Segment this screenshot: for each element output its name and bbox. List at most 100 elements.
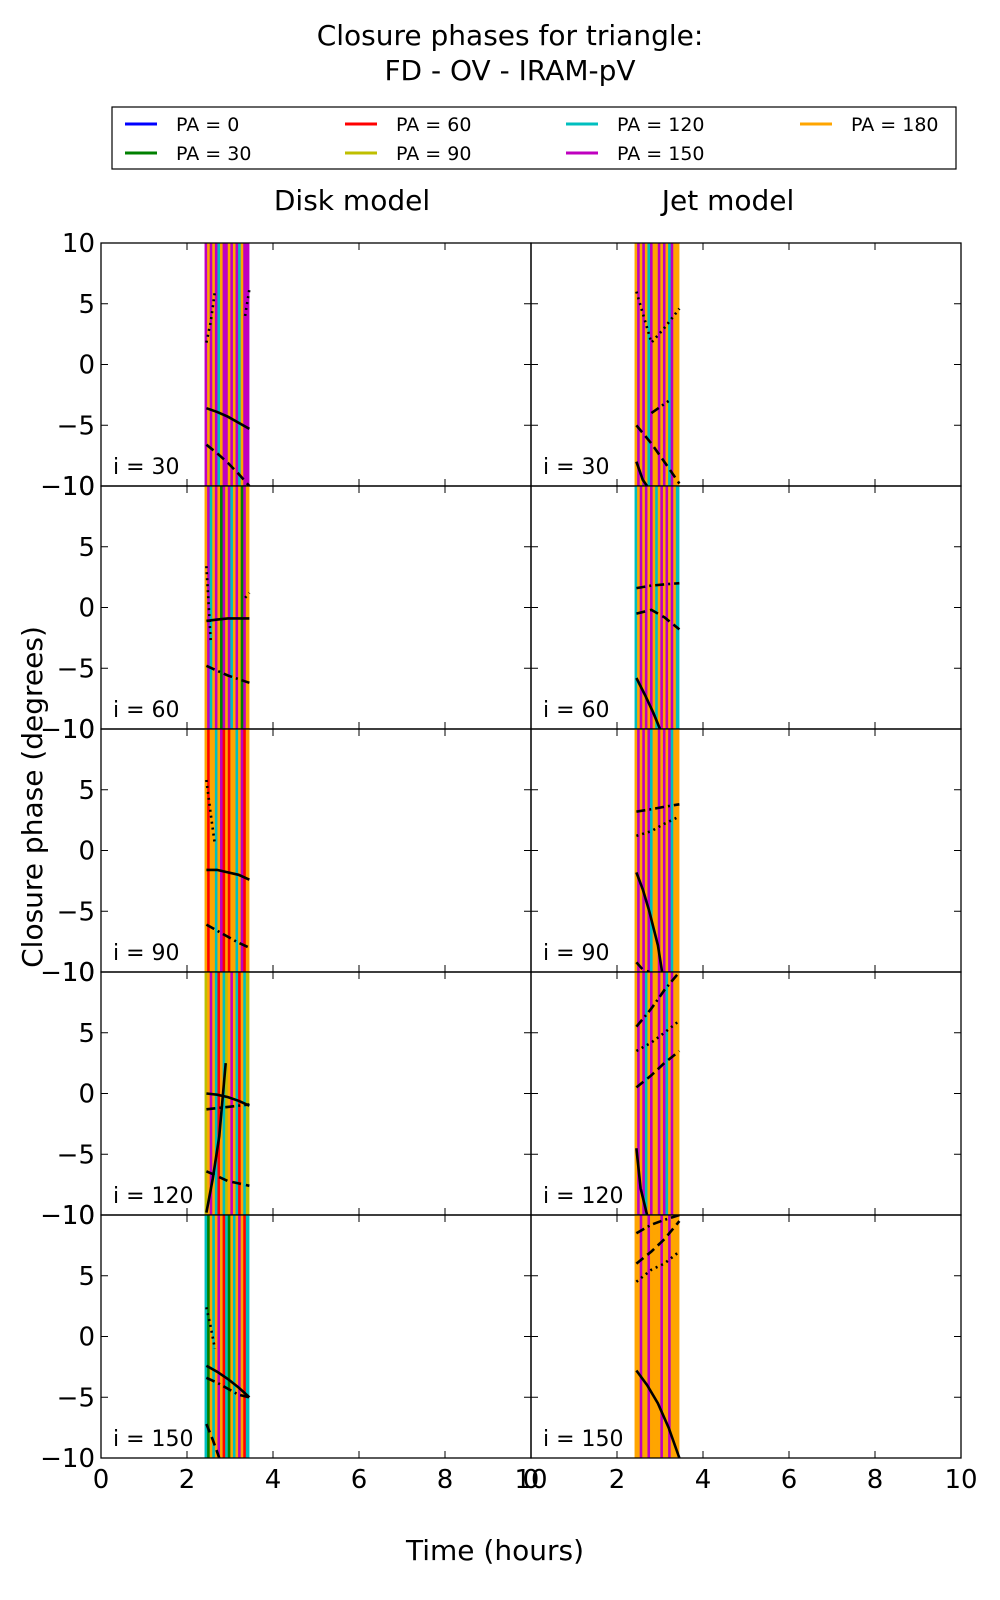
plot-area xyxy=(634,243,681,486)
plot-area xyxy=(204,729,250,972)
closure-phase-curve xyxy=(636,581,680,590)
y-tick-label: 0 xyxy=(78,837,95,867)
x-tick-label: 0 xyxy=(523,1465,540,1495)
y-tick-label: −10 xyxy=(40,958,95,988)
closure-phase-curve xyxy=(635,1220,681,1265)
panel-frame xyxy=(530,1214,962,1459)
y-tick-label: −5 xyxy=(57,411,95,441)
inclination-label: i = 90 xyxy=(113,941,180,966)
x-tick-label: 6 xyxy=(351,1465,368,1495)
legend-label: PA = 150 xyxy=(617,143,705,165)
plot-area xyxy=(634,972,681,1215)
panel-frame xyxy=(530,242,962,487)
closure-phase-curve xyxy=(635,1019,681,1053)
inclination-label: i = 30 xyxy=(113,455,180,480)
closure-phase-curve xyxy=(205,779,217,845)
legend-label: PA = 0 xyxy=(176,114,239,136)
closure-phase-curve xyxy=(635,1369,681,1458)
y-tick-label: 5 xyxy=(78,1262,95,1292)
y-tick-label: 5 xyxy=(78,290,95,320)
panel-frame xyxy=(530,728,962,973)
inclination-label: i = 120 xyxy=(113,1184,194,1209)
closure-phase-curve xyxy=(635,1250,681,1283)
legend-label: PA = 180 xyxy=(851,114,939,136)
closure-phase-curve xyxy=(243,288,251,317)
inclination-label: i = 60 xyxy=(543,698,610,723)
y-tick-label: 5 xyxy=(78,1019,95,1049)
panel: i = 60 xyxy=(530,485,962,730)
closure-phase-curve xyxy=(635,1215,680,1235)
y-tick-label: 0 xyxy=(78,351,95,381)
x-tick-label: 0 xyxy=(93,1465,110,1495)
panel-frame xyxy=(100,728,532,973)
y-tick-label: 0 xyxy=(78,1080,95,1110)
closure-phase-curve xyxy=(635,424,681,485)
panel: i = 120 xyxy=(530,971,962,1216)
closure-phase-curve xyxy=(244,592,251,599)
inclination-label: i = 60 xyxy=(113,698,180,723)
plot-area xyxy=(634,486,681,729)
x-tick-label: 2 xyxy=(179,1465,196,1495)
closure-phase-curve xyxy=(635,291,681,346)
closure-phase-curve xyxy=(650,399,670,415)
y-tick-label: −5 xyxy=(57,897,95,927)
closure-phase-curve xyxy=(205,1376,250,1399)
inclination-label: i = 30 xyxy=(543,455,610,480)
inclination-label: i = 120 xyxy=(543,1184,624,1209)
y-tick-label: 10 xyxy=(62,958,95,988)
y-tick-label: −5 xyxy=(57,1383,95,1413)
panel: −10 −5 0 5 10 i = 30 xyxy=(40,229,532,502)
y-tick-label: 10 xyxy=(62,1201,95,1231)
closure-phase-curve xyxy=(205,1307,217,1349)
plot-area xyxy=(204,1215,251,1458)
closure-phase-curve xyxy=(635,1049,681,1089)
closure-phase-curve xyxy=(635,972,681,1028)
closure-phase-curve xyxy=(205,1423,221,1458)
y-tick-label: 0 xyxy=(78,1323,95,1353)
closure-phase-curve xyxy=(205,1364,251,1399)
x-tick-label: 4 xyxy=(265,1465,282,1495)
closure-phase-curve xyxy=(205,406,251,431)
x-tick-label: 8 xyxy=(437,1465,454,1495)
y-tick-label: 10 xyxy=(62,715,95,745)
panel: 0 2 4 6 8 10 i = 150 xyxy=(523,1214,978,1495)
y-axis-label: Closure phase (degrees) xyxy=(16,626,49,968)
legend-label: PA = 30 xyxy=(176,143,251,165)
y-tick-label: 0 xyxy=(78,594,95,624)
closure-phase-curve xyxy=(635,961,650,972)
legend-label: PA = 90 xyxy=(396,143,471,165)
y-tick-label: −10 xyxy=(40,715,95,745)
legend-label: PA = 120 xyxy=(617,114,705,136)
legend: PA = 0 PA = 30 PA = 60 PA = 90 PA = 120 PA = … xyxy=(111,106,957,170)
legend-box xyxy=(111,106,957,170)
panel-frame xyxy=(530,485,962,730)
panel-frame xyxy=(530,971,962,1216)
panel-grid: −10 −5 0 5 10 i = 30 i = 30 −10 −5 0 5 10 i = 60 i = … xyxy=(40,229,977,1495)
y-tick-label: −5 xyxy=(57,654,95,684)
x-tick-label: 10 xyxy=(944,1465,977,1495)
plot-area xyxy=(204,972,250,1215)
y-tick-label: 10 xyxy=(62,472,95,502)
y-tick-label: −10 xyxy=(40,1444,95,1474)
y-tick-label: −5 xyxy=(57,1140,95,1170)
panel-frame xyxy=(100,242,532,487)
closure-phase-curve xyxy=(206,1092,250,1107)
closure-phase-curve xyxy=(635,871,664,972)
x-tick-label: 6 xyxy=(781,1465,798,1495)
y-tick-label: 10 xyxy=(62,229,95,259)
chart-title: Closure phases for triangle: xyxy=(317,19,704,52)
closure-phase-curve xyxy=(635,461,649,486)
closure-phase-curve xyxy=(205,664,250,685)
panel: i = 30 xyxy=(530,242,962,487)
closure-phase-curve xyxy=(205,291,217,343)
closure-phase-curve xyxy=(636,803,680,813)
x-tick-label: 4 xyxy=(695,1465,712,1495)
inclination-label: i = 150 xyxy=(543,1427,624,1452)
closure-phase-curve xyxy=(206,868,250,881)
y-tick-label: −10 xyxy=(40,472,95,502)
plot-area xyxy=(204,486,251,729)
inclination-label: i = 90 xyxy=(543,941,610,966)
panel-frame xyxy=(100,971,532,1216)
